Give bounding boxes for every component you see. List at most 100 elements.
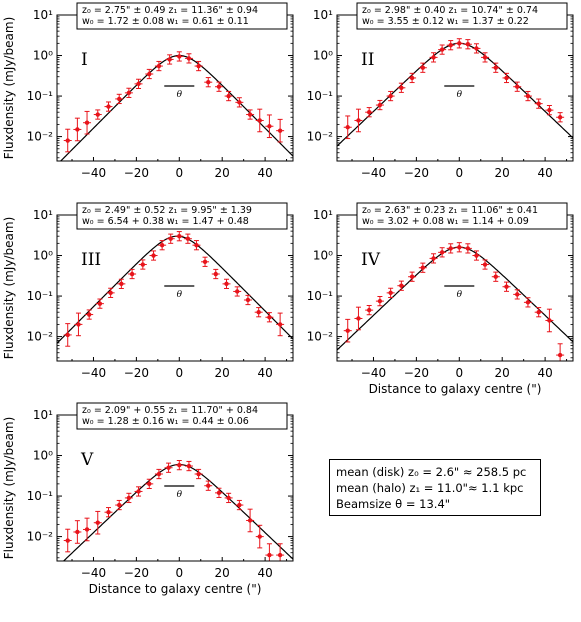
fit-parameter-line: w₀ = 3.02 + 0.08 w₁ = 1.14 + 0.09 bbox=[362, 216, 529, 227]
data-marker bbox=[345, 125, 350, 130]
data-marker bbox=[75, 529, 80, 535]
data-point bbox=[265, 114, 274, 139]
data-point bbox=[164, 462, 173, 473]
fit-curve bbox=[337, 42, 573, 147]
data-marker bbox=[409, 274, 415, 279]
y-tick-label: 10⁻² bbox=[307, 130, 334, 144]
data-point bbox=[154, 468, 163, 480]
data-point bbox=[204, 480, 213, 491]
data-point bbox=[276, 118, 285, 143]
data-point bbox=[545, 308, 554, 333]
data-point bbox=[429, 253, 438, 264]
data-marker bbox=[65, 538, 70, 543]
data-marker bbox=[465, 42, 471, 47]
data-point bbox=[455, 242, 464, 253]
x-axis-label: Distance to galaxy centre (") bbox=[89, 582, 262, 596]
data-points bbox=[343, 38, 565, 140]
data-marker bbox=[166, 465, 171, 470]
data-marker bbox=[237, 502, 242, 508]
data-marker bbox=[439, 47, 445, 52]
data-point bbox=[375, 99, 384, 111]
data-marker bbox=[536, 101, 541, 106]
data-point bbox=[214, 81, 223, 92]
x-tick-label: 0 bbox=[175, 566, 183, 580]
data-marker bbox=[168, 236, 173, 241]
data-point bbox=[276, 543, 285, 561]
data-point bbox=[491, 271, 500, 282]
data-point bbox=[192, 240, 201, 251]
y-tick-label: 10⁰ bbox=[33, 449, 53, 463]
data-point bbox=[93, 109, 102, 120]
x-tick-label: 0 bbox=[175, 366, 183, 380]
data-point bbox=[184, 53, 193, 64]
data-marker bbox=[177, 233, 182, 239]
fit-parameter-box bbox=[76, 202, 288, 230]
data-point bbox=[104, 507, 113, 518]
data-marker bbox=[76, 322, 81, 327]
x-tick-label: 0 bbox=[455, 366, 463, 380]
fit-parameter-line: z₀ = 2.63" ± 0.23 z₁ = 11.06" ± 0.41 bbox=[362, 205, 538, 216]
data-point bbox=[63, 528, 72, 553]
y-tick-label: 10¹ bbox=[33, 408, 53, 422]
data-marker bbox=[136, 489, 141, 494]
data-point bbox=[446, 40, 455, 51]
data-marker bbox=[108, 290, 113, 296]
data-marker bbox=[267, 124, 272, 129]
fit-curve bbox=[62, 463, 293, 561]
data-point bbox=[74, 312, 83, 337]
data-point bbox=[513, 81, 522, 92]
data-point bbox=[438, 247, 447, 258]
data-marker bbox=[119, 281, 124, 287]
data-point bbox=[502, 281, 511, 292]
data-point bbox=[83, 517, 92, 542]
y-tick-label: 10⁻² bbox=[27, 130, 54, 144]
data-point bbox=[235, 499, 244, 511]
data-point bbox=[463, 39, 472, 50]
data-point bbox=[104, 101, 113, 112]
summary-beamsize: Beamsize θ = 13.4" bbox=[336, 497, 451, 511]
fit-curve bbox=[59, 54, 293, 161]
data-marker bbox=[226, 93, 231, 99]
x-tick-label: 40 bbox=[257, 566, 272, 580]
fit-parameter-box bbox=[356, 2, 568, 30]
data-marker bbox=[235, 289, 240, 294]
summary-disk-scale: mean (disk) z₀ = 2.6" ≈ 258.5 pc bbox=[336, 465, 527, 479]
data-marker bbox=[247, 518, 253, 523]
data-marker bbox=[409, 75, 415, 81]
panel-label: II bbox=[361, 50, 374, 70]
fit-parameter-line: w₀ = 1.28 ± 0.16 w₁ = 0.44 ± 0.06 bbox=[82, 416, 249, 427]
data-marker bbox=[256, 309, 261, 315]
x-tick-label: −20 bbox=[124, 366, 149, 380]
data-points bbox=[63, 51, 285, 153]
y-tick-label: 10⁻¹ bbox=[27, 89, 54, 103]
beam-theta-label: θ bbox=[457, 290, 463, 300]
data-marker bbox=[196, 471, 201, 477]
fit-parameter-line: z₀ = 2.98" ± 0.40 z₁ = 10.74" ± 0.74 bbox=[362, 5, 538, 16]
data-point bbox=[235, 97, 244, 108]
data-point bbox=[214, 487, 223, 498]
y-tick-label: 10⁰ bbox=[33, 249, 53, 263]
y-tick-label: 10⁻¹ bbox=[27, 489, 54, 503]
data-point bbox=[175, 460, 184, 471]
x-tick-label: −40 bbox=[81, 366, 106, 380]
data-point bbox=[455, 38, 464, 49]
data-point bbox=[418, 262, 427, 273]
x-tick-label: 40 bbox=[537, 166, 552, 180]
data-point bbox=[115, 499, 124, 511]
x-tick-label: 20 bbox=[215, 166, 230, 180]
fit-parameter-line: w₀ = 6.54 + 0.38 w₁ = 1.47 + 0.48 bbox=[82, 216, 249, 227]
data-marker bbox=[167, 57, 172, 62]
data-marker bbox=[547, 318, 552, 323]
data-marker bbox=[547, 107, 552, 113]
y-axis-label: Fluxdensity (mJy/beam) bbox=[2, 217, 16, 360]
data-marker bbox=[557, 115, 563, 120]
data-marker bbox=[224, 281, 229, 287]
y-tick-label: 10¹ bbox=[313, 8, 333, 22]
fit-curve bbox=[337, 246, 573, 351]
data-marker bbox=[245, 297, 251, 303]
data-marker bbox=[356, 316, 361, 321]
x-tick-label: 40 bbox=[257, 166, 272, 180]
data-marker bbox=[465, 246, 471, 251]
data-marker bbox=[457, 245, 462, 250]
data-marker bbox=[493, 274, 498, 279]
